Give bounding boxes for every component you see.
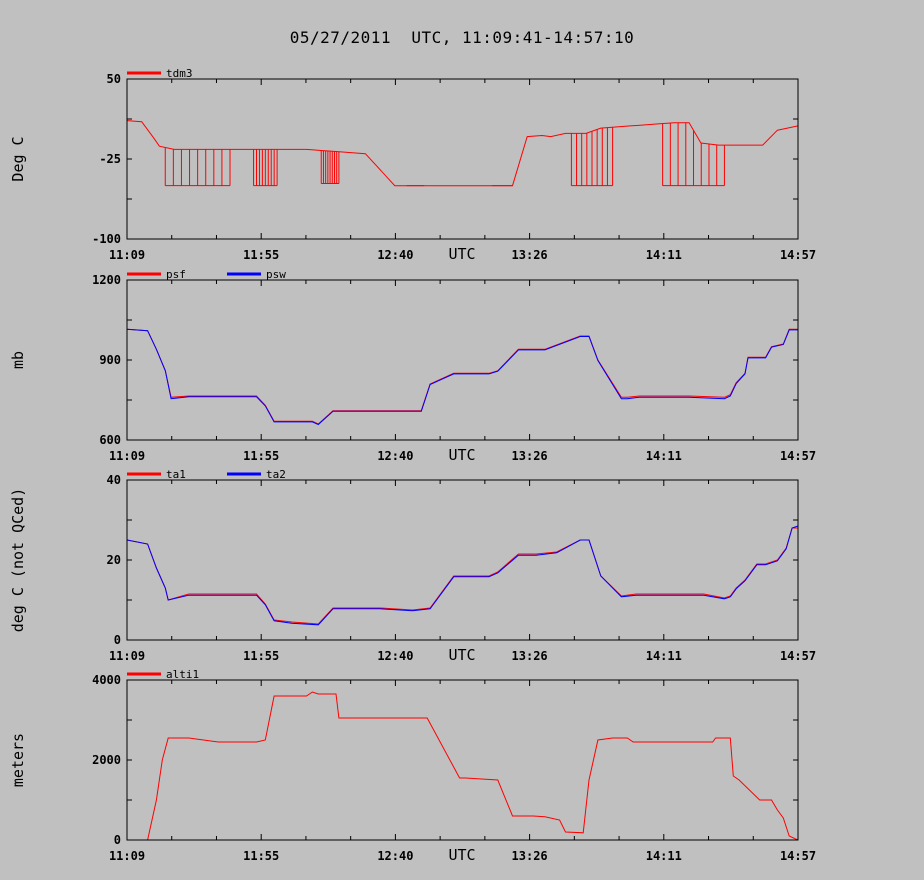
y-tick-label: 0 — [114, 633, 121, 647]
x-tick-label: 11:09 — [109, 849, 145, 863]
y-tick-label: 900 — [99, 353, 121, 367]
series-line-tdm3 — [127, 120, 798, 187]
series-line-psf — [127, 328, 798, 425]
legend-label-alti1: alti1 — [166, 668, 199, 681]
y-tick-label: -25 — [99, 152, 121, 166]
x-tick-label: 11:09 — [109, 449, 145, 463]
x-tick-label: 11:55 — [243, 649, 279, 663]
x-tick-label: 14:57 — [780, 649, 816, 663]
x-tick-label: 13:26 — [512, 649, 548, 663]
y-tick-label: 1200 — [92, 273, 121, 287]
x-tick-label: 13:26 — [512, 449, 548, 463]
chart-panel-1: 11:09 11:55 12:40 13:26 14:11 14:57 UTC 50 -25 -1… — [9, 67, 816, 263]
legend-label-ta2: ta2 — [266, 468, 286, 481]
x-tick-label: 14:57 — [780, 449, 816, 463]
x-tick-label: 13:26 — [512, 248, 548, 262]
plot-frame — [126, 78, 799, 240]
y-tick-label: 600 — [99, 433, 121, 447]
legend-label-ta1: ta1 — [166, 468, 186, 481]
x-tick-label: 11:09 — [109, 248, 145, 262]
x-tick-label: 14:57 — [780, 248, 816, 262]
x-axis-label: UTC — [448, 846, 475, 864]
y-tick-label: -100 — [92, 232, 121, 246]
y-tick-label: 2000 — [92, 753, 121, 767]
x-tick-label: 14:11 — [646, 449, 682, 463]
x-axis-label: UTC — [448, 245, 475, 263]
x-tick-label: 12:40 — [377, 849, 413, 863]
plot-frame — [126, 679, 799, 841]
x-tick-label: 14:11 — [646, 248, 682, 262]
chart-panel-3: 11:09 11:55 12:40 13:26 14:11 14:57 UTC 40 20 0 de… — [9, 468, 816, 664]
y-axis-label: Deg C — [9, 136, 27, 181]
chart-panel-4: 11:09 11:55 12:40 13:26 14:11 14:57 UTC 4000 200… — [9, 668, 816, 864]
series-group — [127, 691, 798, 840]
chart-title: 05/27/2011 UTC, 11:09:41-14:57:10 — [289, 28, 635, 47]
x-axis-label: UTC — [448, 446, 475, 464]
y-tick-label: 40 — [107, 473, 121, 487]
y-axis-label: deg C (not QCed) — [9, 488, 27, 633]
legend-label-tdm3: tdm3 — [166, 67, 193, 80]
series-line-psw — [127, 328, 798, 426]
x-tick-label: 12:40 — [377, 449, 413, 463]
x-tick-label: 11:55 — [243, 248, 279, 262]
series-group — [127, 328, 798, 426]
x-tick-label: 11:55 — [243, 449, 279, 463]
series-group — [127, 120, 798, 187]
plot-frame — [126, 279, 799, 441]
x-tick-label: 12:40 — [377, 248, 413, 262]
y-tick-label: 4000 — [92, 673, 121, 687]
x-tick-label: 11:55 — [243, 849, 279, 863]
series-line-alti1 — [127, 691, 798, 840]
x-tick-label: 14:57 — [780, 849, 816, 863]
x-tick-label: 14:11 — [646, 649, 682, 663]
y-axis-label: mb — [9, 351, 27, 369]
y-tick-label: 20 — [107, 553, 121, 567]
legend-label-psw: psw — [266, 268, 286, 281]
y-tick-label: 50 — [107, 72, 121, 86]
legend-label-psf: psf — [166, 268, 186, 281]
series-line-ta2 — [127, 525, 798, 626]
x-tick-label: 13:26 — [512, 849, 548, 863]
x-tick-label: 11:09 — [109, 649, 145, 663]
x-tick-label: 12:40 — [377, 649, 413, 663]
x-axis-label: UTC — [448, 646, 475, 664]
y-tick-label: 0 — [114, 833, 121, 847]
series-group — [127, 525, 798, 626]
plot-frame — [126, 479, 799, 641]
series-line-ta1 — [127, 527, 798, 625]
chart-panel-2: 11:09 11:55 12:40 13:26 14:11 14:57 UTC 1200 900… — [9, 268, 816, 464]
y-axis-label: meters — [9, 733, 27, 787]
x-tick-label: 14:11 — [646, 849, 682, 863]
